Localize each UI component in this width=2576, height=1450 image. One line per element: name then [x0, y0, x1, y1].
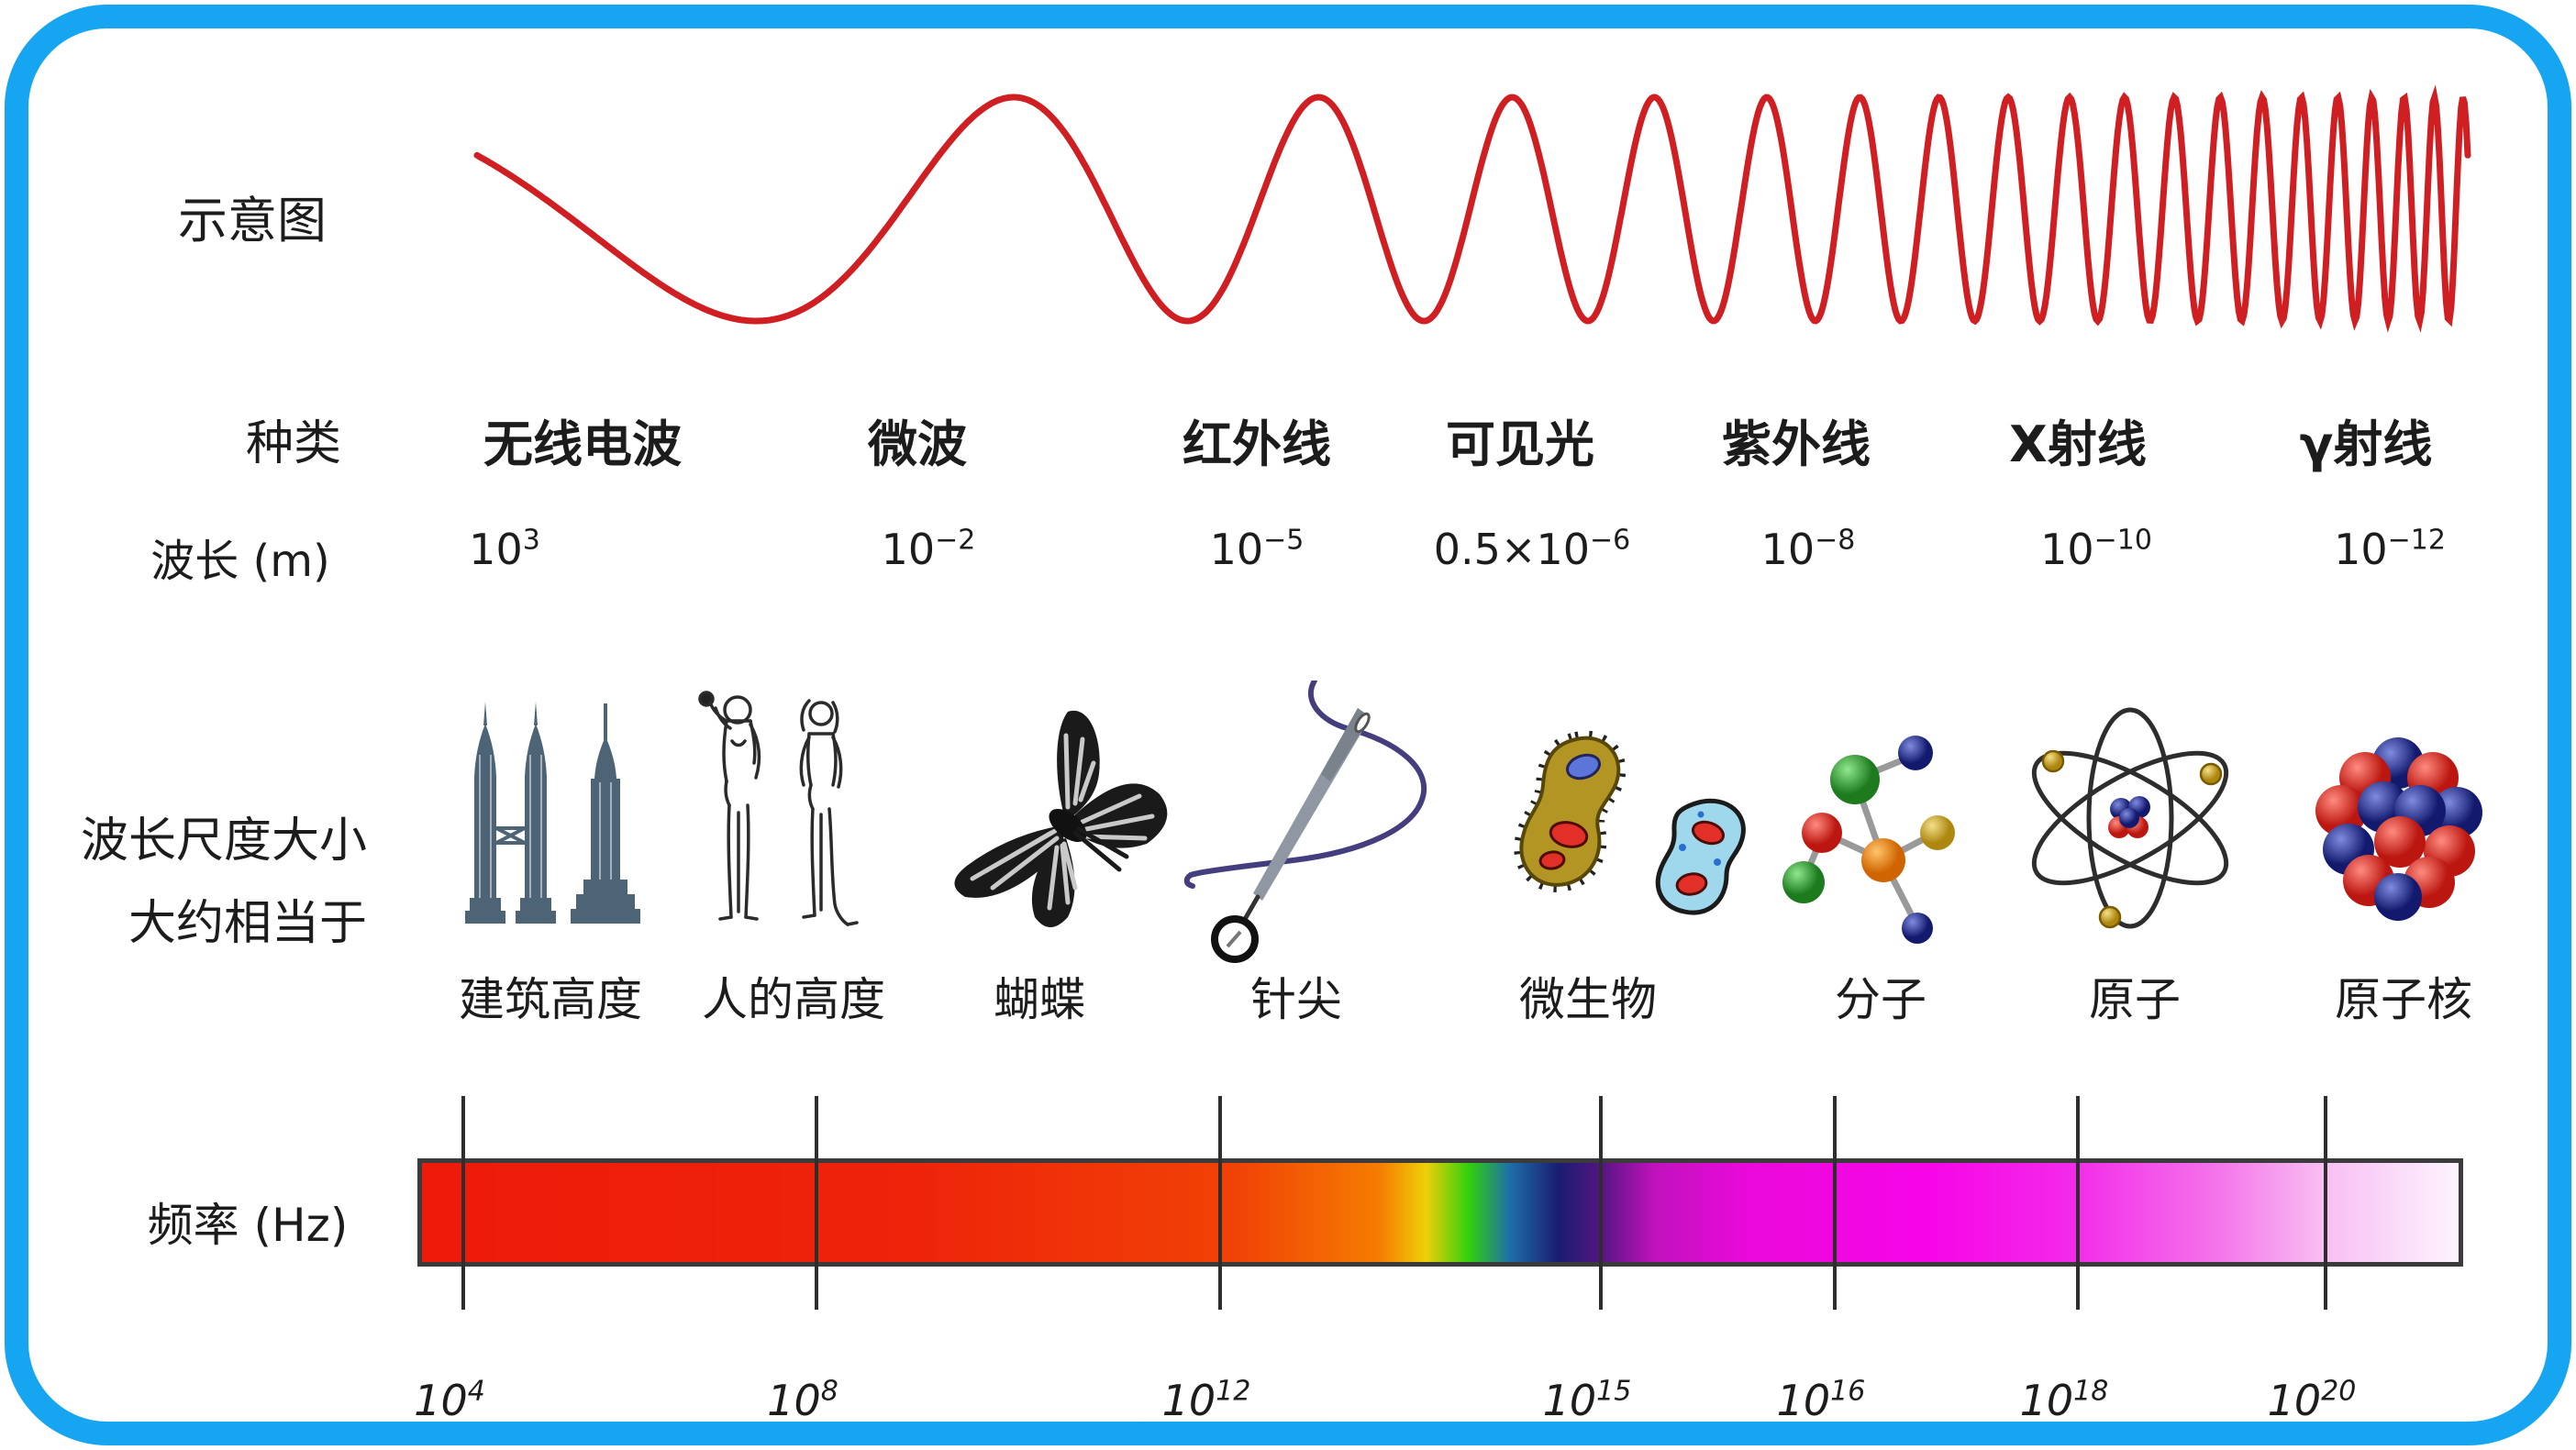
object-label-needle: 针尖	[1250, 973, 1342, 1026]
band-xray: X射线	[2009, 415, 2147, 473]
object-label-molecule: 分子	[1835, 973, 1926, 1026]
frequency-value-1e18: 1018	[2019, 1375, 2109, 1425]
twin-towers-icon	[465, 702, 640, 924]
needle-icon	[1183, 681, 1427, 963]
people-icon	[698, 691, 859, 926]
object-label-atom: 原子	[2089, 973, 2181, 1026]
object-label-butterfly: 蝴蝶	[994, 973, 1085, 1026]
frequency-value-1e12: 1012	[1161, 1375, 1251, 1425]
band-microwave: 微波	[868, 415, 967, 473]
frequency-tick	[2076, 1096, 2080, 1310]
object-label-nucleus: 原子核	[2335, 973, 2472, 1026]
frequency-tick	[815, 1096, 818, 1310]
wavelength-infrared: 10−5	[1209, 524, 1305, 574]
thread	[1188, 681, 1427, 878]
atom-icon	[2031, 707, 2229, 929]
object-label-person: 人的高度	[702, 973, 885, 1026]
electrons	[2041, 749, 2223, 929]
frequency-tick	[461, 1096, 465, 1310]
band-ultraviolet: 紫外线	[1722, 415, 1871, 473]
frequency-value-1e20: 1020	[2267, 1375, 2357, 1425]
frequency-value-1e8: 108	[767, 1375, 838, 1425]
frequency-tick	[2324, 1096, 2327, 1310]
frequency-value-1e15: 1015	[1542, 1375, 1632, 1425]
wavelength-gamma: 10−12	[2334, 524, 2446, 574]
wavelength-microwave: 10−2	[881, 524, 976, 574]
microbes-icon	[1514, 730, 1746, 915]
scale-row-label-line1: 波长尺度大小	[80, 814, 367, 869]
band-infrared: 红外线	[1183, 415, 1331, 473]
object-label-building: 建筑高度	[459, 973, 642, 1026]
nucleus-icon	[2315, 737, 2482, 921]
scale-row-label-line2: 大约相当于	[128, 896, 367, 951]
wavelength-ultraviolet: 10−8	[1760, 524, 1856, 574]
frequency-tick	[1833, 1096, 1837, 1310]
schematic-row-label: 示意图	[178, 192, 327, 249]
frequency-tick	[1599, 1096, 1603, 1310]
band-radio: 无线电波	[483, 415, 682, 473]
wavelength-radio: 103	[469, 524, 540, 574]
frequency-row-label: 频率 (Hz)	[147, 1199, 349, 1252]
band-gamma: γ射线	[2299, 415, 2433, 473]
butterfly-icon	[954, 710, 1168, 927]
frequency-gradient-bar	[417, 1158, 2463, 1267]
wavelength-xray: 10−10	[2040, 524, 2152, 574]
molecule-icon	[1782, 736, 1955, 944]
scale-row-label: 波长尺度大小 大约相当于	[55, 800, 367, 965]
thread-loop	[1211, 915, 1259, 963]
frequency-value-1e4: 104	[414, 1375, 485, 1425]
frequency-value-1e16: 1016	[1776, 1375, 1866, 1425]
chirp-wave-path	[473, 84, 2471, 333]
frequency-tick	[1218, 1096, 1222, 1310]
wavelength-visible: 0.5×10−6	[1433, 524, 1631, 574]
type-row-label: 种类	[245, 416, 342, 471]
wavelength-row-label: 波长 (m)	[150, 536, 330, 587]
band-visible: 可见光	[1446, 415, 1594, 473]
object-label-microbe: 微生物	[1519, 973, 1657, 1026]
nucleus	[2108, 796, 2150, 838]
